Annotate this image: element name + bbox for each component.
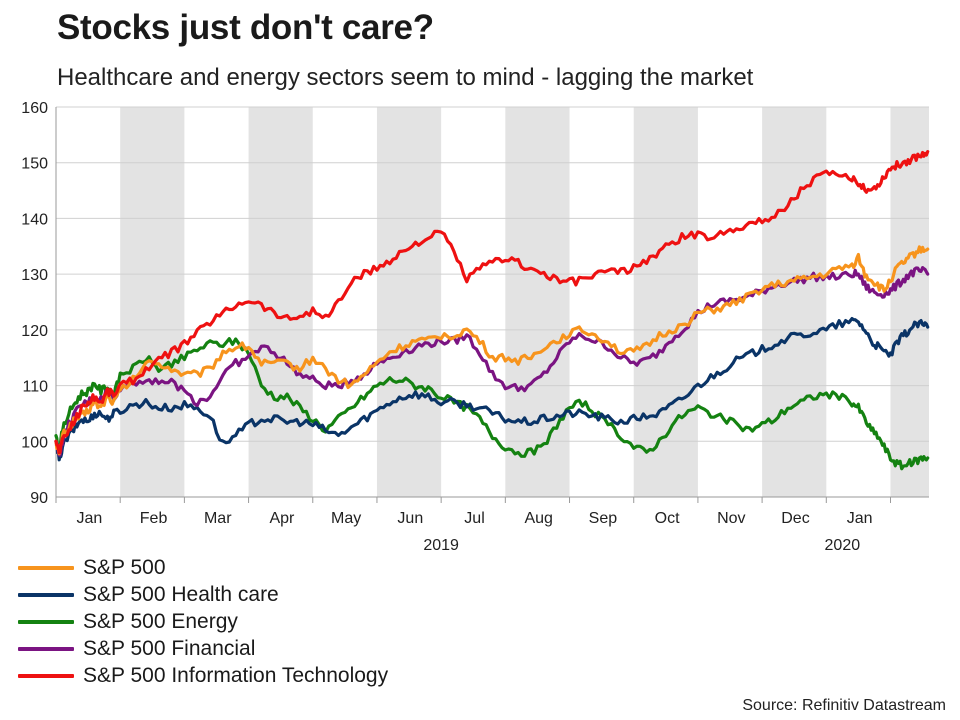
series-line-s-p-500-information-technology xyxy=(54,150,930,455)
axes: 90 100 110 120 130 140 150 160 Jan Feb Mar Apr May Ju… xyxy=(21,100,891,554)
series-line-s-p-500 xyxy=(54,245,930,456)
x-tick-label: Jan xyxy=(76,510,102,527)
x-tick-label: Mar xyxy=(204,510,232,527)
legend-swatch-financial xyxy=(18,647,74,651)
x-tick-label: Apr xyxy=(269,510,295,527)
legend-swatch-energy xyxy=(18,620,74,624)
x-tick-label: Jan xyxy=(847,510,873,527)
y-tick-label: 110 xyxy=(22,379,48,396)
series-lines xyxy=(54,150,930,471)
x-tick-label: Jul xyxy=(464,510,484,527)
legend-label-energy: S&P 500 Energy xyxy=(83,610,238,633)
legend-label-sp500: S&P 500 xyxy=(83,556,166,579)
y-tick-label: 100 xyxy=(21,434,48,451)
shaded-band xyxy=(890,107,929,497)
x-tick-label: Jun xyxy=(397,510,423,527)
year-label: 2020 xyxy=(825,537,861,554)
chart-subtitle: Healthcare and energy sectors seem to mi… xyxy=(57,64,754,91)
series-line-s-p-500-health-care xyxy=(54,317,930,462)
y-tick-label: 150 xyxy=(21,156,48,173)
shaded-band xyxy=(633,107,698,497)
x-tick-label: Dec xyxy=(781,510,809,527)
shaded-band xyxy=(120,107,185,497)
x-tick-label: Nov xyxy=(717,510,745,527)
x-tick-label: Aug xyxy=(524,510,552,527)
legend-swatch-health-care xyxy=(18,593,74,597)
shaded-band xyxy=(505,107,570,497)
y-tick-label: 120 xyxy=(21,323,48,340)
legend-swatch-sp500 xyxy=(18,566,74,570)
source-note: Source: Refinitiv Datastream xyxy=(742,697,946,714)
x-tick-label: Feb xyxy=(140,510,168,527)
legend-swatch-info-tech xyxy=(18,674,74,678)
y-tick-label: 160 xyxy=(21,100,48,117)
y-tick-label: 140 xyxy=(21,211,48,228)
shaded-band xyxy=(376,107,442,497)
y-tick-label: 130 xyxy=(21,267,48,284)
shaded-bands xyxy=(120,107,929,497)
year-label: 2019 xyxy=(423,537,459,554)
chart-title: Stocks just don't care? xyxy=(57,8,434,47)
y-tick-label: 90 xyxy=(30,490,48,507)
x-tick-label: May xyxy=(331,510,361,527)
x-tick-label: Oct xyxy=(655,510,680,527)
legend-label-financial: S&P 500 Financial xyxy=(83,637,256,660)
legend-label-info-tech: S&P 500 Information Technology xyxy=(83,664,389,687)
series-line-s-p-500-financial xyxy=(54,266,930,457)
x-tick-label: Sep xyxy=(589,510,618,527)
gridlines xyxy=(56,106,929,498)
shaded-band xyxy=(762,107,827,497)
legend-label-health-care: S&P 500 Health care xyxy=(83,583,279,606)
series-line-s-p-500-energy xyxy=(54,337,930,471)
